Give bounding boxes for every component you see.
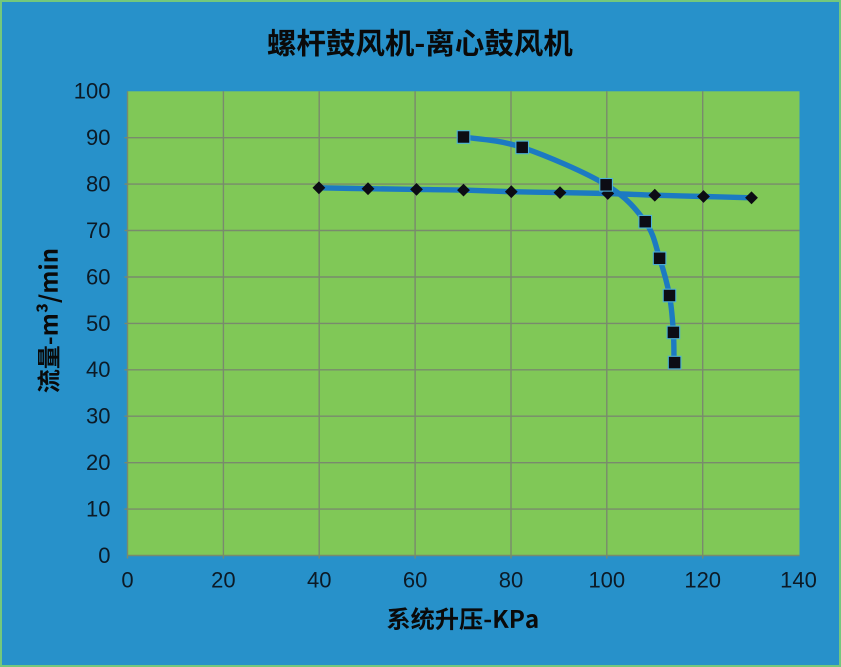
svg-text:10: 10 [86, 497, 110, 522]
svg-text:20: 20 [211, 567, 235, 592]
svg-text:100: 100 [74, 79, 111, 104]
svg-text:80: 80 [499, 567, 523, 592]
svg-text:50: 50 [86, 311, 110, 336]
svg-text:140: 140 [780, 567, 817, 592]
svg-text:40: 40 [86, 357, 110, 382]
svg-text:60: 60 [86, 264, 110, 289]
svg-text:100: 100 [588, 567, 625, 592]
svg-text:20: 20 [86, 450, 110, 475]
svg-text:30: 30 [86, 404, 110, 429]
svg-text:120: 120 [684, 567, 721, 592]
svg-text:0: 0 [121, 567, 133, 592]
svg-text:70: 70 [86, 218, 110, 243]
svg-text:80: 80 [86, 172, 110, 197]
svg-text:90: 90 [86, 125, 110, 150]
svg-text:0: 0 [98, 543, 110, 568]
svg-text:60: 60 [403, 567, 427, 592]
svg-text:40: 40 [307, 567, 331, 592]
